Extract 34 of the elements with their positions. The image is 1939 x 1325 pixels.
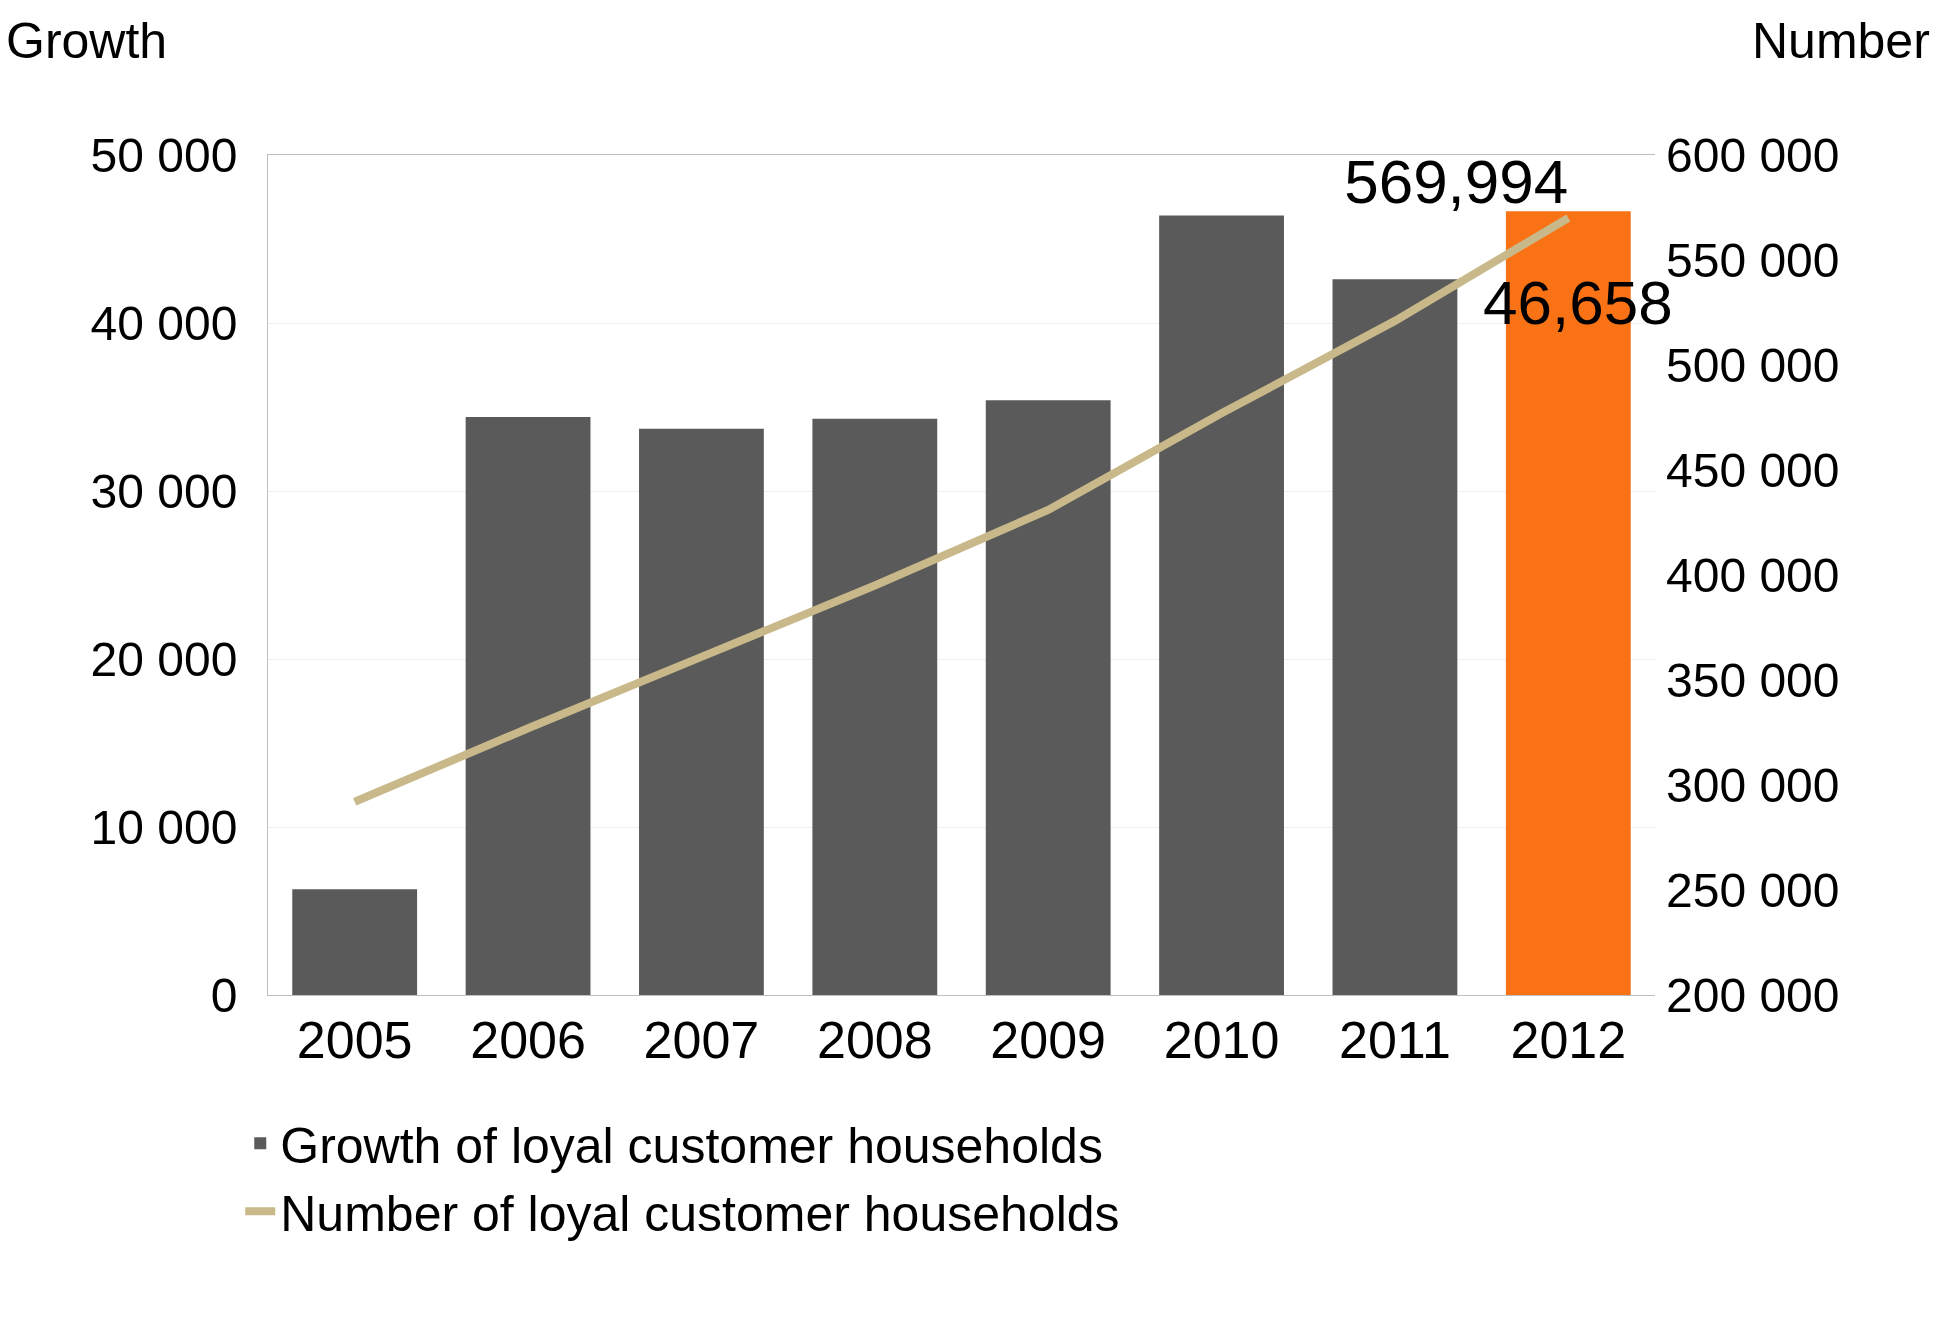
y2-tick-label: 250 000: [1666, 863, 1840, 917]
bar: [985, 400, 1111, 995]
x-tick-label: 2012: [1510, 1011, 1627, 1070]
y2-tick-label: 300 000: [1666, 758, 1840, 812]
y-tick-label: 0: [210, 968, 238, 1022]
y2-tick-label: 500 000: [1666, 338, 1840, 392]
y2-tick-label: 400 000: [1666, 548, 1840, 602]
bar: [639, 428, 764, 995]
y2-tick-label: 200 000: [1666, 968, 1840, 1022]
y-tick-label: 30 000: [90, 464, 238, 518]
y2-tick-label: 450 000: [1666, 443, 1840, 497]
y-tick-label: 50 000: [90, 128, 238, 182]
y-axis-title: Growth: [6, 13, 168, 69]
x-tick-label: 2007: [643, 1011, 760, 1070]
bar: [1159, 215, 1284, 995]
y2-tick-label: 350 000: [1666, 653, 1840, 707]
x-tick-label: 2011: [1339, 1011, 1451, 1070]
y-tick-label: 20 000: [90, 632, 238, 686]
bar: [292, 889, 418, 995]
y-tick-label: 10 000: [90, 800, 238, 854]
legend-label: Number of loyal customer households: [280, 1185, 1120, 1242]
x-tick-label: 2010: [1163, 1011, 1280, 1070]
y2-tick-label: 600 000: [1666, 128, 1840, 182]
bar: [812, 418, 938, 995]
y-tick-label: 40 000: [90, 296, 238, 350]
data-label: 569,994: [1344, 146, 1569, 216]
x-tick-label: 2009: [990, 1011, 1107, 1070]
legend-label: Growth of loyal customer households: [280, 1117, 1103, 1174]
x-tick-label: 2008: [816, 1011, 933, 1070]
bar: [465, 417, 591, 995]
x-tick-label: 2006: [470, 1011, 586, 1070]
x-tick-label: 2005: [296, 1011, 413, 1070]
y2-axis-title: Number: [1752, 13, 1930, 69]
bar: [1332, 279, 1458, 995]
